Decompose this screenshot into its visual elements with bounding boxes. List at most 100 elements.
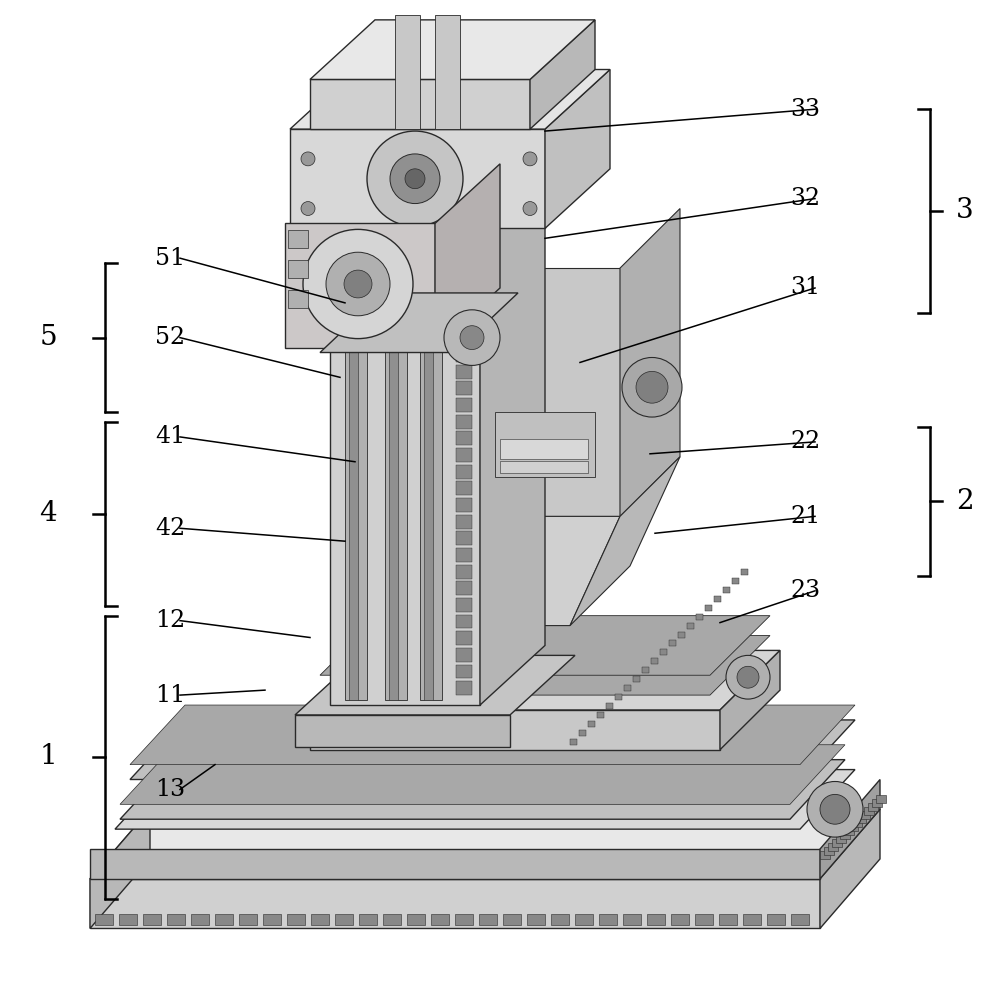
Bar: [287, 914, 305, 925]
Bar: [479, 914, 497, 925]
Bar: [832, 839, 842, 847]
Bar: [599, 914, 617, 925]
Bar: [456, 448, 472, 462]
Bar: [407, 914, 425, 925]
Polygon shape: [90, 809, 880, 879]
Bar: [389, 169, 398, 700]
Bar: [671, 914, 689, 925]
Text: 11: 11: [155, 683, 185, 707]
Bar: [395, 15, 420, 129]
Bar: [143, 914, 161, 925]
Polygon shape: [120, 745, 845, 804]
Bar: [624, 685, 631, 691]
Circle shape: [367, 131, 463, 226]
Circle shape: [636, 371, 668, 403]
Polygon shape: [330, 99, 545, 159]
Bar: [615, 694, 622, 700]
Bar: [500, 439, 588, 459]
Polygon shape: [130, 720, 855, 780]
Text: 13: 13: [155, 778, 185, 801]
Bar: [844, 827, 854, 835]
Bar: [669, 640, 676, 646]
Bar: [732, 578, 739, 584]
Polygon shape: [620, 209, 680, 516]
Circle shape: [444, 310, 500, 365]
Text: 33: 33: [790, 97, 820, 121]
Polygon shape: [320, 636, 770, 695]
Bar: [820, 851, 830, 859]
Bar: [456, 431, 472, 445]
Bar: [420, 169, 442, 700]
Polygon shape: [430, 516, 620, 626]
Bar: [359, 914, 377, 925]
Bar: [349, 169, 358, 700]
Text: 23: 23: [790, 579, 820, 603]
Bar: [95, 914, 113, 925]
Circle shape: [326, 252, 390, 316]
Polygon shape: [320, 293, 518, 353]
Bar: [456, 482, 472, 496]
Text: 32: 32: [790, 187, 820, 211]
Bar: [456, 632, 472, 645]
Bar: [791, 914, 809, 925]
Circle shape: [820, 794, 850, 824]
Bar: [456, 565, 472, 579]
Text: 5: 5: [39, 324, 57, 352]
Polygon shape: [295, 655, 575, 715]
Bar: [383, 914, 401, 925]
Text: 4: 4: [39, 499, 57, 527]
Polygon shape: [720, 650, 780, 750]
Bar: [456, 298, 472, 312]
Bar: [876, 795, 886, 803]
Bar: [633, 676, 640, 682]
Bar: [642, 667, 649, 673]
Bar: [456, 615, 472, 629]
Polygon shape: [820, 780, 880, 879]
Bar: [495, 412, 595, 477]
Circle shape: [523, 152, 537, 166]
Polygon shape: [530, 20, 595, 129]
Bar: [456, 514, 472, 528]
Bar: [456, 415, 472, 429]
Bar: [167, 914, 185, 925]
Bar: [588, 721, 595, 727]
Bar: [651, 658, 658, 664]
Bar: [456, 248, 472, 262]
Bar: [239, 914, 257, 925]
Bar: [456, 531, 472, 545]
Bar: [860, 811, 870, 819]
Bar: [527, 914, 545, 925]
Bar: [828, 843, 838, 851]
Bar: [836, 835, 846, 843]
Bar: [456, 281, 472, 295]
Text: 22: 22: [790, 430, 820, 454]
Text: 3: 3: [956, 197, 974, 224]
Bar: [456, 265, 472, 279]
Bar: [723, 587, 730, 593]
Circle shape: [807, 781, 863, 837]
Text: 12: 12: [155, 609, 185, 633]
Bar: [456, 165, 472, 179]
Polygon shape: [310, 650, 780, 710]
Polygon shape: [545, 70, 610, 228]
Bar: [385, 169, 407, 700]
Bar: [503, 914, 521, 925]
Circle shape: [726, 655, 770, 699]
Bar: [695, 914, 713, 925]
Bar: [848, 823, 858, 831]
Polygon shape: [290, 70, 610, 129]
Bar: [852, 819, 862, 827]
Bar: [575, 914, 593, 925]
Bar: [824, 847, 834, 855]
Bar: [456, 231, 472, 245]
Circle shape: [301, 202, 315, 215]
Polygon shape: [310, 710, 720, 750]
Bar: [456, 332, 472, 346]
Bar: [551, 914, 569, 925]
Text: 1: 1: [39, 743, 57, 771]
Bar: [335, 914, 353, 925]
Bar: [456, 182, 472, 196]
Polygon shape: [130, 705, 855, 765]
Bar: [456, 349, 472, 362]
Bar: [288, 260, 308, 278]
